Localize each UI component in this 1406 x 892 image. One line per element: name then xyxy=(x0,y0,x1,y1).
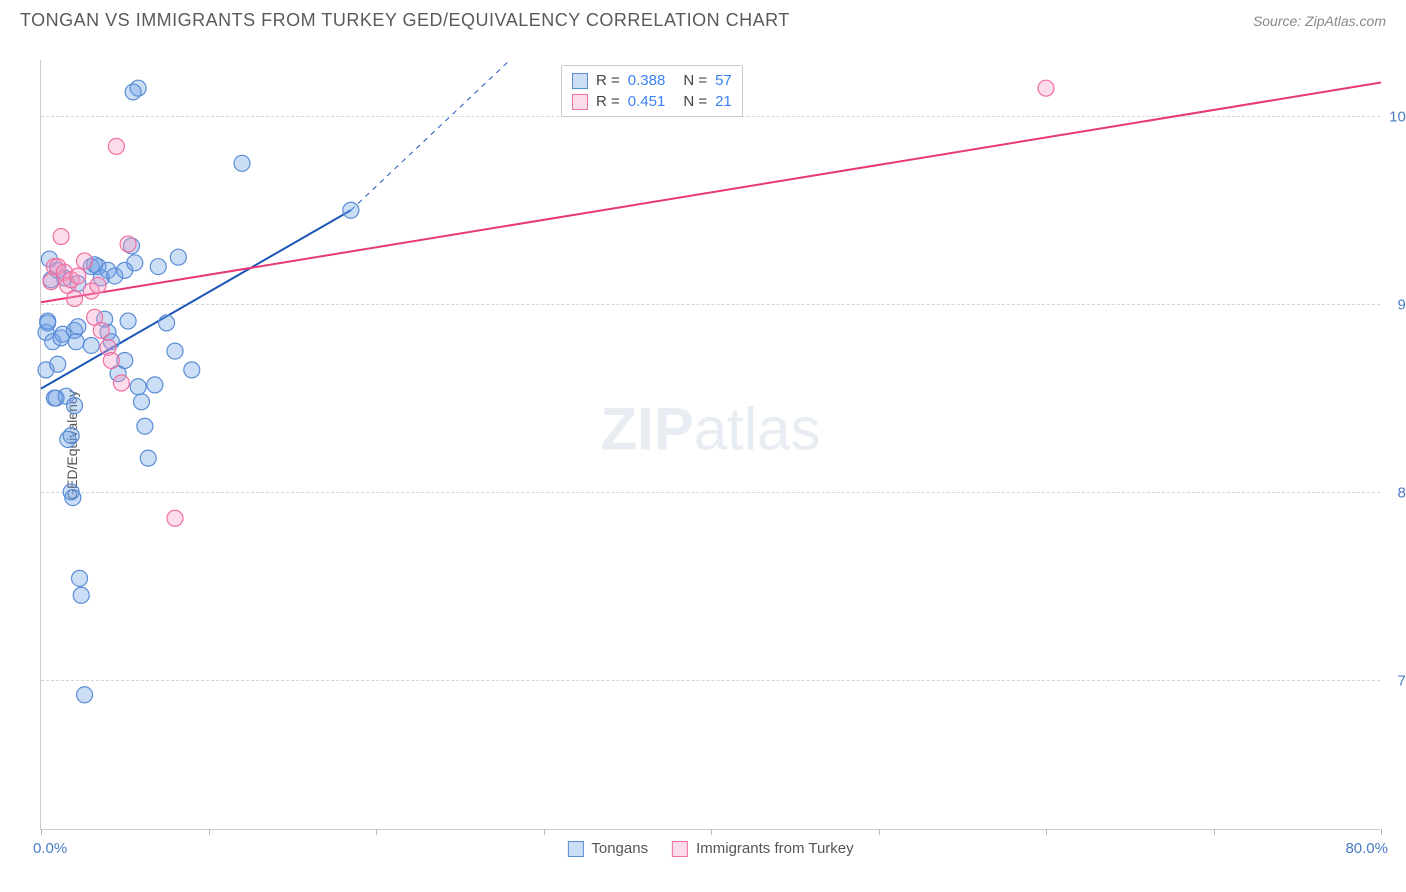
r-label: R = xyxy=(596,93,620,110)
x-tick xyxy=(209,829,210,835)
stats-legend: R = 0.388 N = 57 R = 0.451 N = 21 xyxy=(561,65,743,117)
n-label: N = xyxy=(683,93,707,110)
chart-header: TONGAN VS IMMIGRANTS FROM TURKEY GED/EQU… xyxy=(0,0,1406,39)
x-tick xyxy=(1214,829,1215,835)
scatter-svg xyxy=(41,60,1380,829)
r-value-1: 0.451 xyxy=(628,93,666,110)
x-tick xyxy=(544,829,545,835)
x-axis-max-label: 80.0% xyxy=(1345,840,1388,857)
r-value-0: 0.388 xyxy=(628,72,666,89)
series-name-0: Tongans xyxy=(591,840,648,857)
x-tick xyxy=(711,829,712,835)
x-tick xyxy=(879,829,880,835)
chart-plot-area: GED/Equivalency ZIPatlas 70.0%80.0%90.0%… xyxy=(40,60,1380,830)
chart-title: TONGAN VS IMMIGRANTS FROM TURKEY GED/EQU… xyxy=(20,10,790,31)
x-tick xyxy=(41,829,42,835)
r-label: R = xyxy=(596,72,620,89)
stats-legend-row-0: R = 0.388 N = 57 xyxy=(572,70,732,91)
legend-swatch-1 xyxy=(572,94,588,110)
series-legend-item-1: Immigrants from Turkey xyxy=(672,840,854,857)
n-value-0: 57 xyxy=(715,72,732,89)
y-tick-label: 80.0% xyxy=(1385,484,1406,501)
series-legend: Tongans Immigrants from Turkey xyxy=(567,840,853,857)
y-tick-label: 100.0% xyxy=(1385,109,1406,126)
series-name-1: Immigrants from Turkey xyxy=(696,840,854,857)
x-axis-min-label: 0.0% xyxy=(33,840,67,857)
chart-source: Source: ZipAtlas.com xyxy=(1253,13,1386,29)
series-legend-item-0: Tongans xyxy=(567,840,648,857)
legend-swatch-0 xyxy=(572,73,588,89)
x-tick xyxy=(1046,829,1047,835)
x-tick xyxy=(1381,829,1382,835)
n-label: N = xyxy=(683,72,707,89)
stats-legend-row-1: R = 0.451 N = 21 xyxy=(572,91,732,112)
x-tick xyxy=(376,829,377,835)
y-tick-label: 90.0% xyxy=(1385,297,1406,314)
n-value-1: 21 xyxy=(715,93,732,110)
y-tick-label: 70.0% xyxy=(1385,672,1406,689)
series-swatch-0 xyxy=(567,841,583,857)
series-swatch-1 xyxy=(672,841,688,857)
